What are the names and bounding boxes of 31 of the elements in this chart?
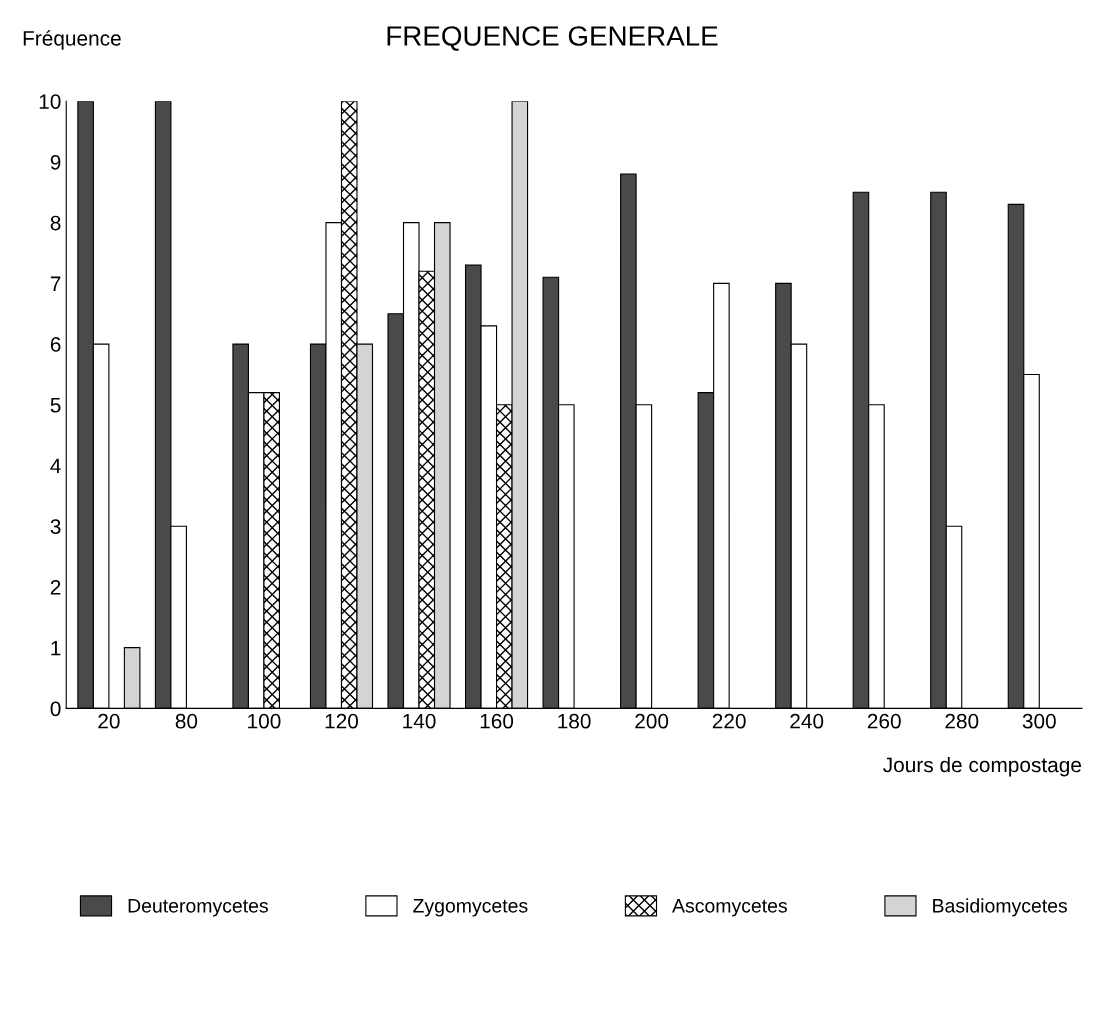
x-tick-label: 300 — [1022, 713, 1056, 729]
y-tick-label: 2 — [50, 579, 61, 595]
y-tick-label: 0 — [50, 701, 61, 717]
x-tick-label: 260 — [867, 713, 901, 729]
y-tick-label: 7 — [50, 276, 61, 291]
legend-label: Basidiomycetes — [933, 898, 1068, 917]
x-axis-title: Jours de compostage — [883, 756, 1082, 777]
legend-label: Zygomycetes — [413, 899, 528, 917]
y-tick-label: 9 — [50, 154, 61, 170]
y-tick-label: 8 — [50, 215, 61, 231]
x-tick-label: 200 — [635, 713, 669, 729]
x-tick-label: 160 — [480, 713, 514, 729]
x-tick-label: 120 — [325, 713, 359, 729]
y-tick-label: 3 — [50, 519, 61, 534]
y-tick-label: 10 — [39, 94, 61, 109]
legend-label: Deuteromycetes — [128, 899, 268, 917]
chart-title: FREQUENCE GENERALE — [387, 26, 718, 51]
x-tick-label: 240 — [790, 713, 824, 729]
x-tick-label: 80 — [175, 713, 198, 729]
y-tick-label: 1 — [51, 640, 61, 656]
legend-label: Ascomycetes — [672, 899, 787, 917]
y-tick-label: 5 — [50, 398, 61, 413]
x-tick-label: 100 — [248, 713, 281, 729]
y-tick-label: 6 — [50, 337, 61, 352]
y-tick-label: 4 — [50, 458, 61, 474]
x-tick-label: 220 — [712, 713, 746, 729]
x-tick-label: 140 — [403, 713, 436, 729]
x-tick-label: 20 — [98, 713, 120, 729]
x-tick-label: 280 — [945, 713, 979, 729]
y-axis-title: Fréquence — [23, 30, 121, 50]
x-tick-label: 180 — [558, 713, 591, 729]
